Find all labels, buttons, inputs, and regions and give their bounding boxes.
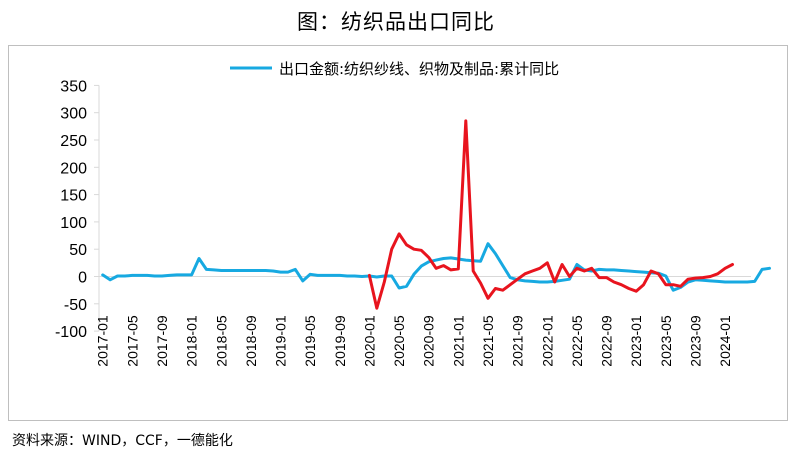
x-tick-label: 2022-05 <box>569 315 585 367</box>
page-title: 图：纺织品出口同比 <box>297 10 495 34</box>
x-tick-label: 2019-09 <box>332 315 348 367</box>
x-axis: 2017-01 2017-05 2017-09 2018-01 2018-05 2018-… <box>95 276 751 367</box>
y-tick-label: 0 <box>78 270 87 287</box>
plot-area <box>101 119 771 310</box>
x-tick-label: 2023-09 <box>687 315 703 367</box>
x-tick-label: 2019-05 <box>302 315 318 367</box>
series-line-2 <box>367 119 734 310</box>
x-tick-label: 2017-05 <box>124 315 140 367</box>
y-tick-label: 150 <box>60 188 87 205</box>
x-tick-label: 2020-05 <box>391 315 407 367</box>
x-tick-label: 2018-01 <box>184 315 200 367</box>
x-tick-label: 2023-01 <box>628 315 644 367</box>
x-tick-label: 2018-05 <box>213 315 229 367</box>
chart-frame: 出口金额:纺织纱线、织物及制品:累计同比 350 300 250 200 150 100 5… <box>8 45 788 421</box>
x-tick-label: 2024-01 <box>717 315 733 367</box>
legend: 出口金额:纺织纱线、织物及制品:累计同比 <box>230 60 559 78</box>
y-tick-label: 200 <box>60 160 87 177</box>
x-tick-label: 2022-01 <box>539 315 555 367</box>
x-tick-label: 2018-09 <box>243 315 259 367</box>
x-tick-label: 2023-05 <box>658 315 674 367</box>
x-tick-label: 2017-09 <box>154 315 170 367</box>
source-note: 资料来源：WIND，CCF，一德能化 <box>12 433 233 449</box>
x-tick-label: 2021-05 <box>480 315 496 367</box>
x-tick-label: 2020-09 <box>421 315 437 367</box>
x-tick-label: 2021-01 <box>450 315 466 367</box>
y-tick-label: 50 <box>69 242 87 259</box>
x-tick-label: 2021-09 <box>510 315 526 367</box>
y-tick-label: 250 <box>60 133 87 150</box>
x-tick-label: 2020-01 <box>361 315 377 367</box>
legend-label-series-1: 出口金额:纺织纱线、织物及制品:累计同比 <box>279 60 559 78</box>
x-tick-label: 2019-01 <box>273 315 289 367</box>
y-tick-label: 100 <box>60 215 87 232</box>
y-tick-label: 350 <box>60 78 87 95</box>
y-tick-label: -50 <box>64 297 87 314</box>
x-tick-label: 2017-01 <box>95 315 111 367</box>
x-tick-label: 2022-09 <box>599 315 615 367</box>
y-axis: 350 300 250 200 150 100 50 0 -50 -100 <box>55 78 100 341</box>
line-chart: 出口金额:纺织纱线、织物及制品:累计同比 350 300 250 200 150 100 5… <box>55 60 771 367</box>
y-tick-label: 300 <box>60 106 87 123</box>
y-tick-label: -100 <box>55 324 87 341</box>
